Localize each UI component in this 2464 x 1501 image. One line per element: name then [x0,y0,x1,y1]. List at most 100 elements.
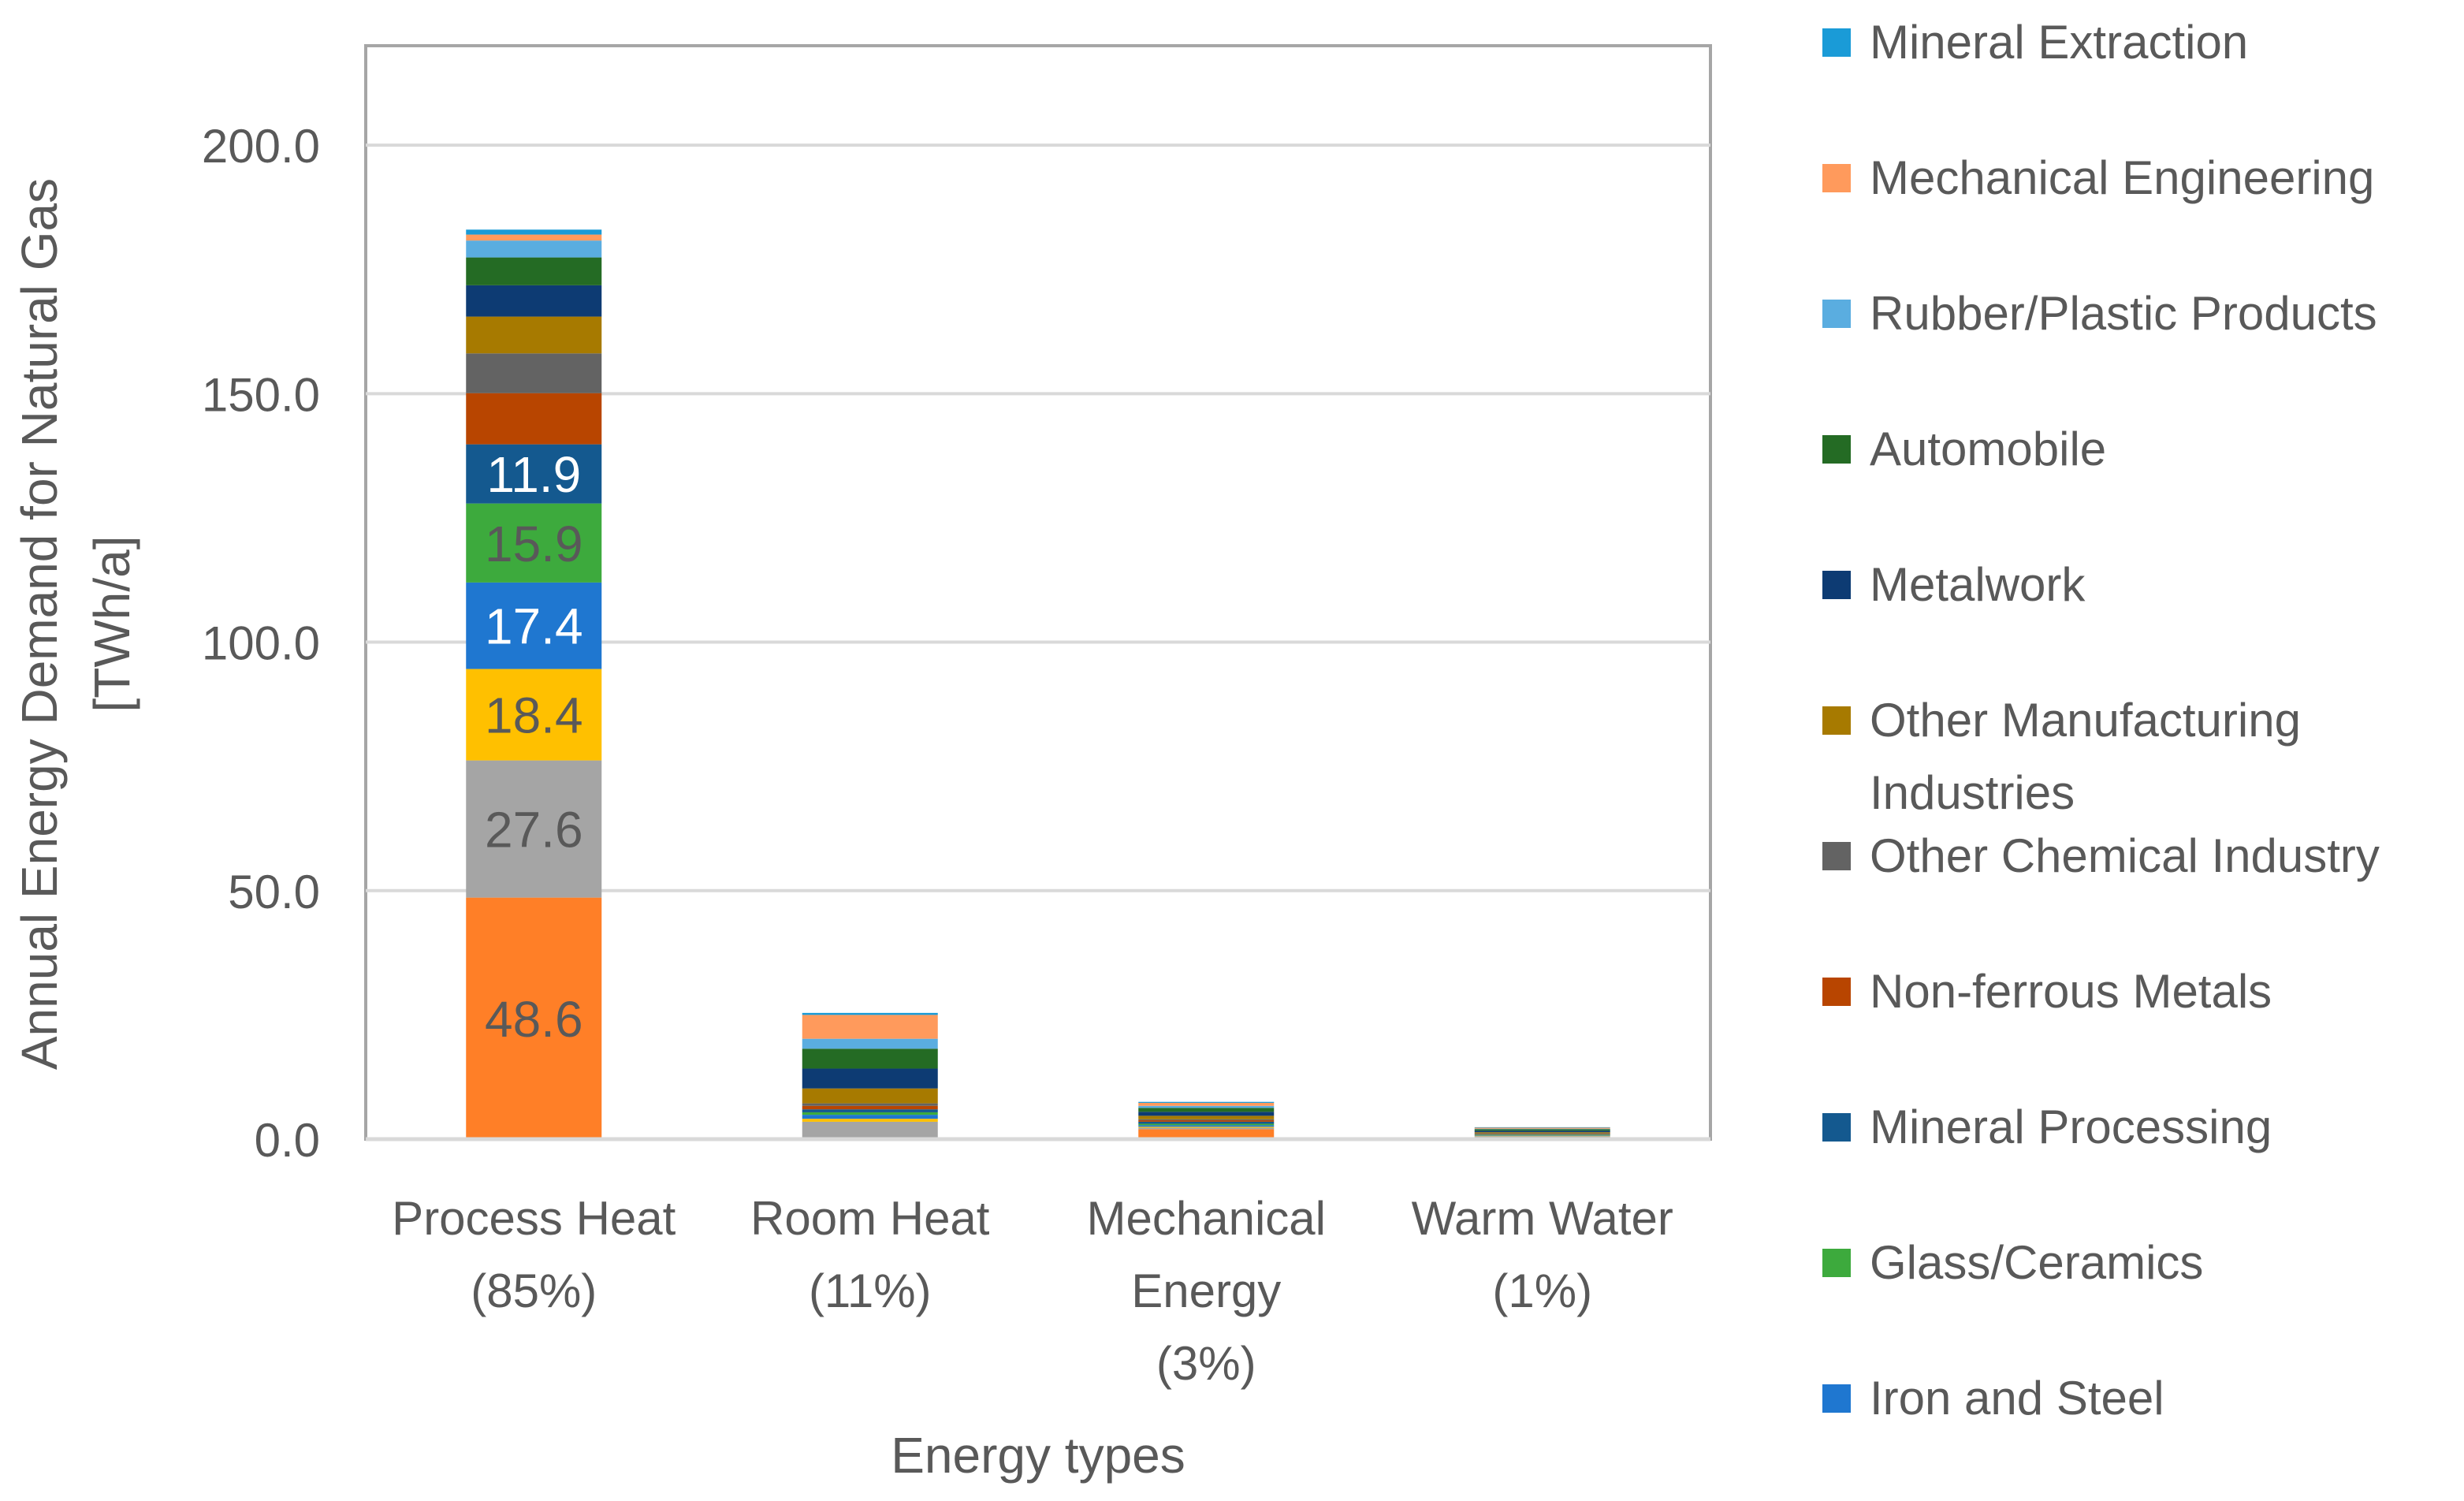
y-tick-label: 0.0 [255,1114,320,1167]
x-tick-label: Warm Water [1412,1192,1673,1245]
x-tick-label: Room Heat [750,1192,990,1245]
bar-segment [1138,1116,1275,1119]
legend-swatch [1822,1384,1851,1413]
legend-swatch [1822,978,1851,1006]
legend-swatch [1822,1249,1851,1277]
y-tick-label: 200.0 [202,120,320,173]
bar-segment [1138,1125,1275,1127]
bar-segment [1138,1105,1275,1108]
x-tick-label: (85%) [471,1264,597,1317]
bar-segment [1474,1132,1610,1134]
legend-label: Other Manufacturing [1870,694,2301,747]
legend-label: Non-ferrous Metals [1870,965,2272,1018]
legend-swatch [1822,300,1851,328]
data-label: 18.4 [485,687,583,744]
bar-segment [466,229,602,235]
data-labels: 48.6 27.6 18.4 17.4 15.9 11.9 [485,446,583,1048]
bar-segment [802,1119,938,1122]
bar-segment [1474,1134,1610,1135]
legend-swatch [1822,435,1851,464]
legend-label: Automobile [1870,423,2106,475]
legend-swatch [1822,1113,1851,1142]
bar-segment [1138,1119,1275,1121]
bar-segment [466,503,602,583]
bar-segment [802,1105,938,1110]
bar-segment [802,1088,938,1104]
bar-segment [466,897,602,1139]
bar-segment [1474,1133,1610,1134]
legend-swatch [1822,164,1851,192]
legend-label: Mechanical Engineering [1870,151,2374,204]
legend-swatch [1822,706,1851,735]
bar-segment [466,285,602,317]
bar-segment [802,1115,938,1119]
x-tick-label: (1%) [1492,1264,1592,1317]
legend-swatch [1822,28,1851,57]
bar-segment [1138,1112,1275,1116]
y-tick-label: 100.0 [202,617,320,670]
bar-segment [466,353,602,393]
bar-segment [466,393,602,445]
bar-segment [466,240,602,258]
bar-segment [1474,1129,1610,1131]
legend: Mineral Extraction Mechanical Engineering… [1822,16,2380,1425]
bar-segment [1138,1123,1275,1126]
data-label: 17.4 [485,598,583,655]
legend-label: Glass/Ceramics [1870,1236,2203,1289]
bar-segment [1474,1135,1610,1137]
legend-label: Mineral Processing [1870,1101,2272,1153]
bar-segment [1138,1102,1275,1106]
bar-segment [466,234,602,241]
data-label: 27.6 [485,802,583,859]
y-axis-title: Annual Energy Demand for Natural Gas [11,178,68,1070]
bar-segment [1138,1101,1275,1103]
x-tick-label: (3%) [1156,1337,1256,1390]
bar-segment [1474,1127,1610,1128]
bar-segment [1474,1136,1610,1138]
bar-segment [1138,1129,1275,1139]
legend-label: Iron and Steel [1870,1372,2164,1425]
bar-segment [466,669,602,761]
bar-segment [802,1012,938,1015]
bar-segment [466,444,602,504]
y-axis-title: [TWh/a] [84,535,140,712]
x-tick-label: Mechanical [1087,1192,1327,1245]
y-tick-label: 50.0 [228,866,320,918]
x-axis-title: Energy types [891,1427,1185,1484]
bar-segment [802,1121,938,1138]
bar-segment [802,1109,938,1112]
bar-segment [802,1112,938,1116]
legend-label: Mineral Extraction [1870,16,2248,69]
bar-segment [802,1103,938,1106]
legend-swatch [1822,842,1851,870]
bar-segment [1474,1134,1610,1136]
axes: 0.0 50.0 100.0 150.0 200.0 Process Heat (85%) R… [11,120,1710,1484]
bar-segment [802,1048,938,1069]
bar-segment [1138,1108,1275,1112]
data-label: 11.9 [486,446,581,503]
bar-segment [1474,1127,1610,1129]
bar-segment [802,1038,938,1049]
legend-label: Metalwork [1870,558,2086,611]
data-label: 48.6 [485,991,583,1048]
legend-swatch [1822,571,1851,599]
bar-segment [466,760,602,898]
legend-label: Industries [1870,766,2075,819]
bar-segment [466,316,602,354]
x-tick-label: Process Heat [392,1192,676,1245]
bar-segment [466,257,602,285]
bar-segment [1138,1121,1275,1124]
y-tick-label: 150.0 [202,368,320,421]
bar-segment [1474,1128,1610,1130]
bar-segment [1474,1134,1610,1135]
legend-label: Rubber/Plastic Products [1870,287,2377,340]
x-tick-label: (11%) [809,1264,932,1317]
bar-segment [802,1068,938,1089]
x-tick-label: Energy [1131,1264,1281,1317]
bar-segment [1474,1130,1610,1133]
bar-segment [466,582,602,669]
data-label: 15.9 [485,516,583,572]
bar-segment [1138,1127,1275,1130]
